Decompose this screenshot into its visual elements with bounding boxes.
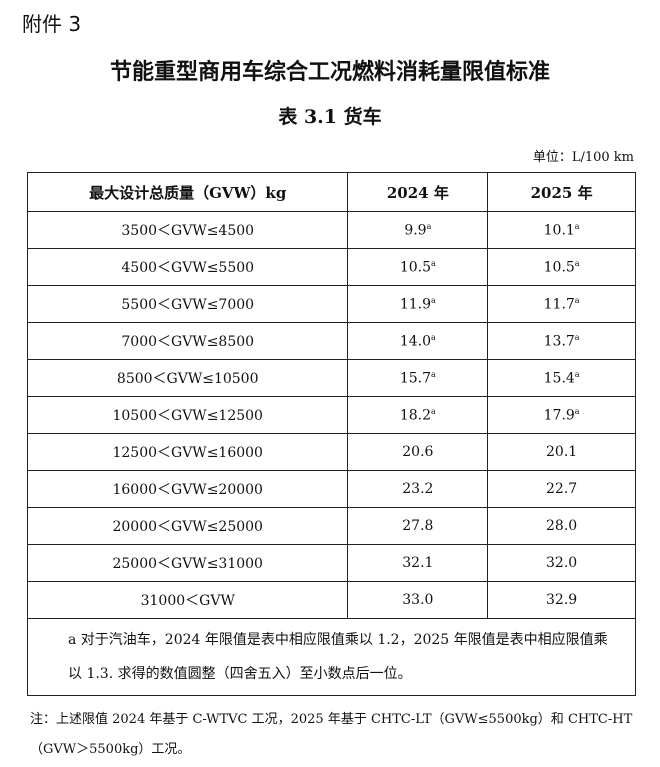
row-label: 10500＜GVW≤12500 xyxy=(26,396,349,434)
value: 32.9 xyxy=(546,592,578,608)
row-label: 3500＜GVW≤4500 xyxy=(26,211,349,249)
table-row: 8500＜GVW≤10500 15.7a 15.4a xyxy=(26,359,636,397)
footnote-row: a 对于汽油车，2024 年限值是表中相应限值乘以 1.2，2025 年限值是表… xyxy=(27,618,636,696)
value: 22.7 xyxy=(546,481,578,497)
table-row: 25000＜GVW≤31000 32.1 32.0 xyxy=(26,544,636,582)
value-cell: 11.9a xyxy=(347,285,489,323)
column-header: 2025 年 xyxy=(487,172,636,212)
value: 27.8 xyxy=(402,518,434,534)
value: 9.9 xyxy=(404,222,427,239)
value-cell: 20.1 xyxy=(487,433,636,471)
value: 15.7 xyxy=(399,370,432,387)
value-cell: 32.0 xyxy=(487,544,636,582)
footnote-mark: a xyxy=(574,258,580,268)
row-label: 31000＜GVW xyxy=(26,581,349,619)
title: 节能重型商用车综合工况燃料消耗量限值标准 xyxy=(109,59,550,85)
footnote-mark: a xyxy=(574,221,580,231)
table-body: 3500＜GVW≤4500 9.9a 10.1a 4500＜GVW≤5500 10.5a… xyxy=(26,211,636,696)
value: 10.1 xyxy=(543,222,575,239)
row-label: 5500＜GVW≤7000 xyxy=(26,285,349,323)
footnote-mark: a xyxy=(431,258,436,268)
value-cell: 10.5a xyxy=(487,248,636,286)
value-cell: 15.4a xyxy=(487,359,636,397)
footnote-mark: a xyxy=(431,406,436,416)
table-row: 5500＜GVW≤7000 11.9a 11.7a xyxy=(26,285,636,323)
unit: 单位：L/100 km xyxy=(532,150,634,165)
value: 15.4 xyxy=(543,370,575,387)
value-cell: 11.7a xyxy=(487,285,636,323)
footnote: a 对于汽油车，2024 年限值是表中相应限值乘以 1.2，2025 年限值是表… xyxy=(27,618,636,696)
column-header: 2024 年 xyxy=(347,172,489,212)
value: 11.7 xyxy=(543,296,575,313)
value-cell: 32.9 xyxy=(487,581,636,619)
value-cell: 32.1 xyxy=(347,544,489,582)
row-label: 4500＜GVW≤5500 xyxy=(26,248,349,286)
value: 11.9 xyxy=(399,296,432,313)
row-label: 25000＜GVW≤31000 xyxy=(26,544,349,582)
row-label: 16000＜GVW≤20000 xyxy=(26,470,349,508)
table-row: 3500＜GVW≤4500 9.9a 10.1a xyxy=(26,211,636,249)
value: 20.1 xyxy=(546,444,578,460)
footnote-mark: a xyxy=(431,369,436,379)
value: 10.5 xyxy=(543,259,575,276)
value-cell: 28.0 xyxy=(487,507,636,545)
value: 33.0 xyxy=(402,592,434,608)
value: 32.1 xyxy=(402,555,434,571)
value-cell: 14.0a xyxy=(347,322,489,360)
footnote-mark: a xyxy=(574,369,580,379)
attachment-label: 附件 3 xyxy=(22,12,82,36)
value-cell: 27.8 xyxy=(347,507,489,545)
table-row: 16000＜GVW≤20000 23.2 22.7 xyxy=(26,470,636,508)
note: 注：上述限值 2024 年基于 C-WTVC 工况，2025 年基于 CHTC-… xyxy=(30,712,633,757)
footnote-mark: a xyxy=(574,406,580,416)
value-cell: 23.2 xyxy=(347,470,489,508)
value: 20.6 xyxy=(402,444,434,460)
value-cell: 15.7a xyxy=(347,359,489,397)
subtitle: 表 3.1 货车 xyxy=(278,106,382,128)
row-label: 12500＜GVW≤16000 xyxy=(26,433,349,471)
table-row: 7000＜GVW≤8500 14.0a 13.7a xyxy=(26,322,636,360)
header-row: 最大设计总质量（GVW）kg 2024 年 2025 年 xyxy=(26,172,636,212)
table-row: 4500＜GVW≤5500 10.5a 10.5a xyxy=(26,248,636,286)
row-label: 20000＜GVW≤25000 xyxy=(26,507,349,545)
value: 13.7 xyxy=(543,333,575,350)
value-cell: 10.1a xyxy=(487,211,636,249)
footnote-mark: a xyxy=(431,332,436,342)
table-row: 20000＜GVW≤25000 27.8 28.0 xyxy=(26,507,636,545)
value: 14.0 xyxy=(399,333,432,350)
value-cell: 33.0 xyxy=(347,581,489,619)
footnote-mark: a xyxy=(431,295,436,305)
value: 28.0 xyxy=(546,518,578,534)
row-label: 7000＜GVW≤8500 xyxy=(26,322,349,360)
value-cell: 20.6 xyxy=(347,433,489,471)
value-cell: 17.9a xyxy=(487,396,636,434)
value-cell: 22.7 xyxy=(487,470,636,508)
table-row: 31000＜GVW 33.0 32.9 xyxy=(26,581,636,619)
value-cell: 18.2a xyxy=(347,396,489,434)
footnote-mark: a xyxy=(574,332,580,342)
value: 32.0 xyxy=(546,555,578,571)
table-row: 12500＜GVW≤16000 20.6 20.1 xyxy=(26,433,636,471)
value-cell: 9.9a xyxy=(347,211,489,249)
table: 最大设计总质量（GVW）kg 2024 年 2025 年 3500＜GVW≤4500… xyxy=(26,172,636,696)
value: 18.2 xyxy=(399,407,432,424)
footnote-mark: a xyxy=(426,221,432,231)
column-header: 最大设计总质量（GVW）kg xyxy=(26,172,349,212)
value: 17.9 xyxy=(543,407,575,424)
row-label: 8500＜GVW≤10500 xyxy=(26,359,349,397)
table-row: 10500＜GVW≤12500 18.2a 17.9a xyxy=(26,396,636,434)
value-cell: 10.5a xyxy=(347,248,489,286)
value-cell: 13.7a xyxy=(487,322,636,360)
value: 10.5 xyxy=(399,259,432,276)
value: 23.2 xyxy=(402,481,434,497)
footnote-mark: a xyxy=(574,295,580,305)
